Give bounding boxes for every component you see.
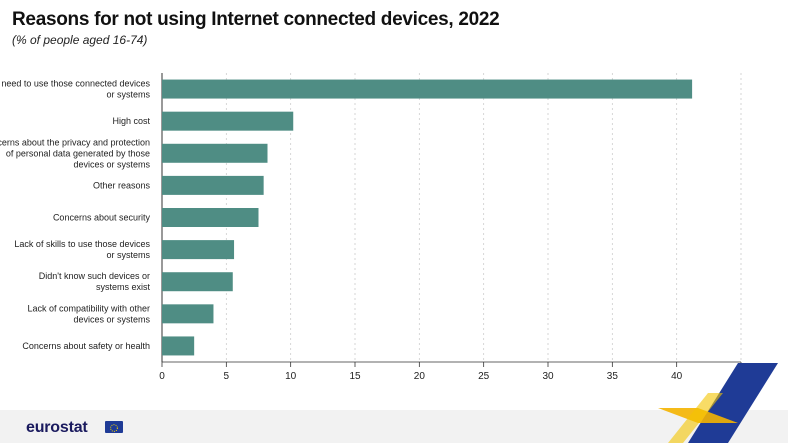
bar — [162, 79, 693, 99]
category-label: Concerns about the privacy and protectio… — [0, 137, 150, 169]
category-label: Other reasons — [93, 180, 151, 190]
x-tick-label: 15 — [349, 371, 361, 382]
category-label: Concerns about safety or health — [22, 341, 150, 351]
footer-bar — [0, 410, 788, 443]
bar — [162, 240, 235, 260]
chart-title: Reasons for not using Internet connected… — [12, 9, 500, 30]
category-label: Lack of skills to use those devices or sy… — [14, 239, 150, 260]
bar — [162, 111, 294, 131]
bar — [162, 336, 195, 356]
x-tick-label: 10 — [285, 371, 297, 382]
chart-subtitle: (% of people aged 16-74) — [12, 33, 148, 47]
bar — [162, 304, 214, 324]
x-tick-label: 20 — [414, 371, 426, 382]
category-label: No need to use those connected devices or… — [0, 79, 150, 100]
corner-decoration — [658, 363, 778, 443]
bars — [162, 79, 693, 356]
x-tick-label: 25 — [478, 371, 490, 382]
deco-yellow-light — [668, 393, 723, 443]
bar — [162, 175, 264, 195]
category-label: Concerns about security — [53, 213, 151, 223]
bar-chart: No need to use those connected devices or… — [0, 73, 747, 382]
category-labels: No need to use those connected devices or… — [0, 79, 150, 351]
bar — [162, 208, 259, 227]
x-tick-label: 30 — [542, 371, 554, 382]
x-tick-label: 0 — [159, 371, 165, 382]
category-label: Lack of compatibility with other devices … — [27, 303, 150, 324]
eu-flag-icon — [105, 421, 123, 433]
x-tick-label: 40 — [671, 371, 683, 382]
bar — [162, 143, 268, 163]
category-label: High cost — [112, 116, 150, 126]
x-tick-label: 5 — [224, 371, 230, 382]
grid-lines — [161, 73, 742, 367]
bar — [162, 272, 233, 292]
eurostat-logo: eurostat — [26, 419, 88, 436]
category-label: Didn't know such devices or systems exist — [39, 271, 151, 292]
x-tick-label: 35 — [607, 371, 619, 382]
